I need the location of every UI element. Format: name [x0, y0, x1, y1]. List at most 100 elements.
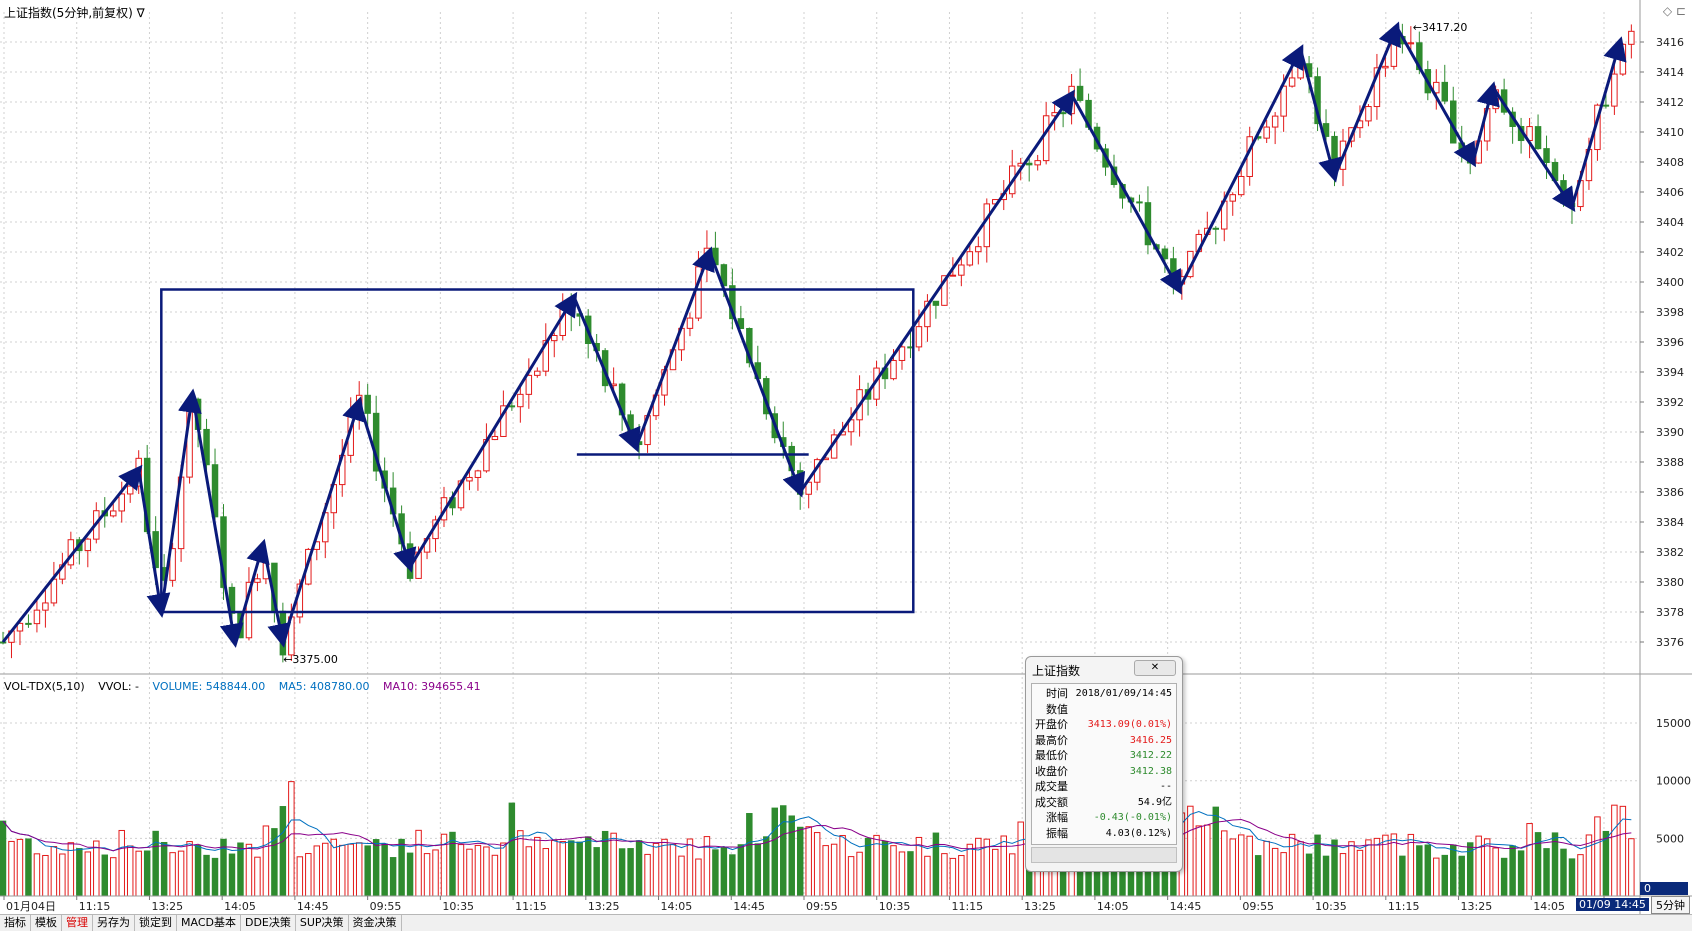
popup-row-value: -0.43(-0.01%): [1093, 812, 1172, 823]
volume-bar: [186, 841, 193, 897]
volume-bar: [1305, 853, 1313, 897]
bottom-tab[interactable]: 锁定到: [135, 915, 177, 931]
candle-body: [1365, 106, 1372, 122]
trend-line: [798, 89, 1075, 493]
time-tick-label: 14:45: [1170, 900, 1202, 913]
popup-row-label: 涨幅: [1046, 811, 1068, 824]
close-icon[interactable]: ✕: [1134, 660, 1176, 676]
volume-bar: [992, 848, 999, 897]
volume-indicator-name[interactable]: VOL-TDX(5,10): [4, 680, 85, 693]
popup-row: 最高价 3416.25: [1032, 733, 1176, 748]
volume-bar: [966, 843, 974, 897]
volume-bar: [847, 856, 855, 897]
volume-bar: [1254, 855, 1262, 897]
time-tick-label: 14:05: [661, 900, 693, 913]
time-tick-label: 11:15: [1388, 900, 1420, 913]
chart-title[interactable]: 上证指数(5分钟,前复权) ∇: [4, 6, 145, 20]
volume-bar: [135, 850, 142, 897]
volume-bar: [1339, 853, 1347, 897]
volume-bar: [830, 843, 838, 897]
trend-drawings: ←3417.20 ←3375.00: [1, 21, 1627, 666]
volume-bar: [203, 854, 210, 897]
volume-bar: [262, 825, 270, 897]
price-tick-label: 3416: [1656, 36, 1684, 49]
volume-bar: [177, 850, 185, 897]
trend-line: [281, 396, 366, 643]
volume-ma-lines: [2, 811, 1632, 853]
volume-bar: [881, 840, 889, 897]
bottom-tab[interactable]: 指标: [0, 915, 31, 931]
candle-body: [1433, 81, 1440, 94]
consolidation-box: [160, 288, 915, 614]
volume-bar: [118, 829, 125, 897]
volume-bar: [160, 841, 168, 897]
bottom-tab[interactable]: 管理: [62, 915, 93, 931]
trend-line: [137, 469, 171, 618]
volume-bar: [890, 845, 897, 897]
volume-bar: [143, 850, 151, 897]
popup-row-value: 2018/01/09/14:45: [1075, 688, 1172, 699]
volume-bar: [551, 840, 558, 897]
candle-body: [898, 346, 906, 361]
candle-body: [1025, 162, 1033, 166]
volume-bar: [805, 826, 812, 897]
popup-row-label: 收盘价: [1035, 764, 1068, 778]
bottom-tab[interactable]: 另存为: [93, 915, 135, 931]
candle-body: [1161, 248, 1169, 260]
volume-bar: [763, 836, 770, 897]
volume-bar: [372, 839, 380, 897]
bottom-tab[interactable]: MACD基本: [177, 915, 241, 931]
popup-row: 涨幅 -0.43(-0.01%): [1032, 810, 1176, 825]
candlestick-series: [0, 23, 1635, 663]
volume-tick-label: 10000: [1656, 775, 1691, 788]
volume-bar: [355, 842, 363, 897]
period-selector[interactable]: 5分钟: [1651, 896, 1690, 914]
volume-bar: [8, 840, 15, 897]
price-tick-label: 3402: [1656, 246, 1684, 259]
volume-bar: [720, 847, 728, 897]
candle-body: [1076, 85, 1084, 101]
trend-line: [261, 544, 292, 648]
volume-bar: [101, 854, 109, 897]
volume-bar: [254, 856, 261, 897]
trend-line: [357, 401, 417, 573]
volume-bar: [1348, 841, 1355, 897]
popup-row: 开盘价 3413.09(0.01%): [1032, 717, 1176, 732]
volume-bar: [610, 832, 617, 897]
time-tick-label: 13:25: [1461, 900, 1493, 913]
volume-bar: [754, 843, 762, 897]
volume-bar: [907, 851, 914, 897]
volume-bar: [780, 805, 787, 897]
bottom-tab[interactable]: DDE决策: [241, 915, 296, 931]
volume-bar: [245, 843, 253, 897]
candle-body: [372, 412, 380, 472]
price-tick-label: 3392: [1656, 396, 1684, 409]
popup-row-label: 数值: [1046, 702, 1068, 716]
volume-bar: [1611, 804, 1618, 897]
popup-row-value: 54.9亿: [1137, 796, 1172, 808]
candle-body: [364, 394, 371, 414]
window-controls[interactable]: ◇ ⊏: [1662, 4, 1686, 18]
volume-bar: [457, 844, 465, 897]
volume-bar: [635, 840, 643, 897]
volume-bar: [93, 840, 100, 897]
candle-body: [983, 203, 991, 248]
time-tick-label: 14:45: [733, 900, 765, 913]
price-info-popup[interactable]: 上证指数 ✕ 时间 2018/01/09/14:45 数值 开盘价 3413.09(0.…: [1025, 656, 1183, 872]
candle-body: [542, 340, 550, 372]
price-tick-label: 3398: [1656, 306, 1684, 319]
price-tick-label: 3378: [1656, 606, 1684, 619]
candle-body: [975, 246, 982, 253]
bottom-tab[interactable]: 资金决策: [349, 915, 402, 931]
bottom-tab[interactable]: 模板: [31, 915, 62, 931]
popup-row-label: 最低价: [1035, 749, 1068, 762]
popup-scrollbar[interactable]: [1031, 847, 1177, 863]
bottom-tab[interactable]: SUP决策: [296, 915, 349, 931]
popup-row: 振幅 4.03(0.12%): [1032, 826, 1176, 841]
volume-bar: [729, 854, 736, 897]
volume-bar: [686, 838, 694, 897]
volume-bar: [584, 836, 592, 897]
volume-bar: [1017, 821, 1024, 897]
volume-bar: [771, 807, 779, 897]
